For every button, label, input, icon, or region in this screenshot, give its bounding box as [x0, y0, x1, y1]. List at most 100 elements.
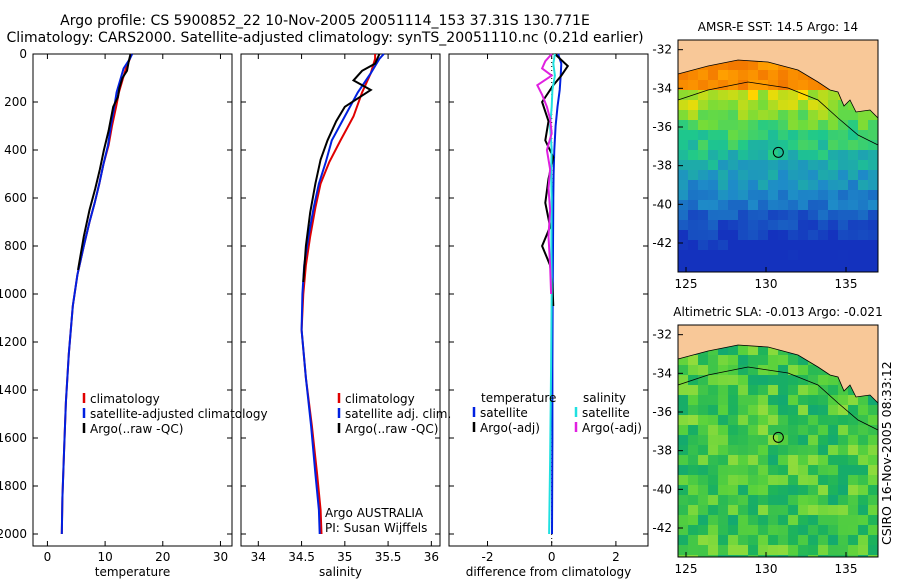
map-cell	[758, 505, 768, 515]
map-cell	[828, 250, 838, 260]
map-cell	[818, 200, 828, 210]
map-cell	[698, 140, 708, 150]
map-cell	[788, 140, 798, 150]
map-cell	[738, 140, 748, 150]
y-tick-label: 600	[4, 191, 27, 205]
map-cell	[688, 120, 698, 130]
map-cell	[828, 200, 838, 210]
x-tick-label: 0	[548, 550, 556, 564]
map-cell	[738, 425, 748, 435]
map-cell	[758, 385, 768, 395]
map-cell	[698, 250, 708, 260]
map-cell	[708, 230, 718, 240]
map-cell	[838, 240, 848, 250]
map-cell	[818, 270, 828, 272]
map-cell	[778, 170, 788, 180]
map-cell	[858, 240, 868, 250]
map-cell	[748, 385, 758, 395]
map-cell	[678, 140, 688, 150]
map-cell	[688, 100, 698, 110]
map-cell	[768, 200, 778, 210]
map-cell	[868, 200, 878, 210]
map-cell	[718, 425, 728, 435]
map-cell	[838, 425, 848, 435]
series-line-2	[300, 53, 385, 535]
map-cell	[798, 70, 808, 80]
map-cell	[758, 475, 768, 485]
map-cell	[728, 555, 738, 557]
map-cell	[818, 140, 828, 150]
map-cell	[838, 110, 848, 120]
map-cell	[778, 525, 788, 535]
map-cell	[778, 100, 788, 110]
map-cell	[808, 435, 818, 445]
map-cell	[808, 495, 818, 505]
map-cell	[848, 495, 858, 505]
map-cell	[868, 475, 878, 485]
map-y-tick-label: -36	[652, 120, 672, 134]
map-cell	[718, 120, 728, 130]
map-cell	[698, 90, 708, 100]
map-cell	[858, 190, 868, 200]
map-cell	[768, 375, 778, 385]
series-line-3	[548, 53, 556, 535]
map-cell	[718, 375, 728, 385]
map-cell	[818, 495, 828, 505]
map-cell	[788, 495, 798, 505]
map-cell	[708, 365, 718, 375]
map-cell	[768, 210, 778, 220]
map-cell	[758, 110, 768, 120]
map-cell	[678, 425, 688, 435]
map-cell	[748, 220, 758, 230]
map-cell	[778, 555, 788, 557]
legend-heading-salinity: salinity	[583, 391, 626, 405]
map-cell	[728, 130, 738, 140]
map-cell	[748, 555, 758, 557]
map-cell	[758, 140, 768, 150]
map-cell	[828, 220, 838, 230]
map-cell	[818, 465, 828, 475]
map-cell	[758, 210, 768, 220]
map-cell	[768, 230, 778, 240]
map-cell	[848, 220, 858, 230]
map-cell	[798, 535, 808, 545]
map-cell	[718, 190, 728, 200]
map-cell	[838, 455, 848, 465]
map-cell	[848, 240, 858, 250]
map-cell	[698, 465, 708, 475]
map-cell	[718, 355, 728, 365]
map-cell	[848, 140, 858, 150]
map-cell	[718, 415, 728, 425]
map-cell	[768, 535, 778, 545]
map-cell	[678, 130, 688, 140]
map-cell	[848, 180, 858, 190]
map-cell	[788, 110, 798, 120]
map-cell	[738, 160, 748, 170]
map-cell	[868, 140, 878, 150]
map-cell	[718, 60, 728, 70]
map-cell	[848, 465, 858, 475]
map-cell	[778, 260, 788, 270]
map-cell	[828, 555, 838, 557]
map-cell	[858, 230, 868, 240]
map-cell	[738, 240, 748, 250]
map-cell	[868, 505, 878, 515]
map-cell	[728, 465, 738, 475]
map-cell	[748, 80, 758, 90]
map-cell	[858, 485, 868, 495]
map-cell	[838, 220, 848, 230]
map-cell	[868, 435, 878, 445]
map-cell	[858, 110, 868, 120]
map-cell	[778, 495, 788, 505]
map-cell	[708, 150, 718, 160]
map-cell	[818, 180, 828, 190]
map-cell	[758, 535, 768, 545]
map-cell	[848, 515, 858, 525]
map-cell	[798, 110, 808, 120]
map-cell	[728, 535, 738, 545]
map-cell	[748, 345, 758, 355]
map-cell	[808, 405, 818, 415]
map-cell	[868, 120, 878, 130]
map-cell	[868, 250, 878, 260]
